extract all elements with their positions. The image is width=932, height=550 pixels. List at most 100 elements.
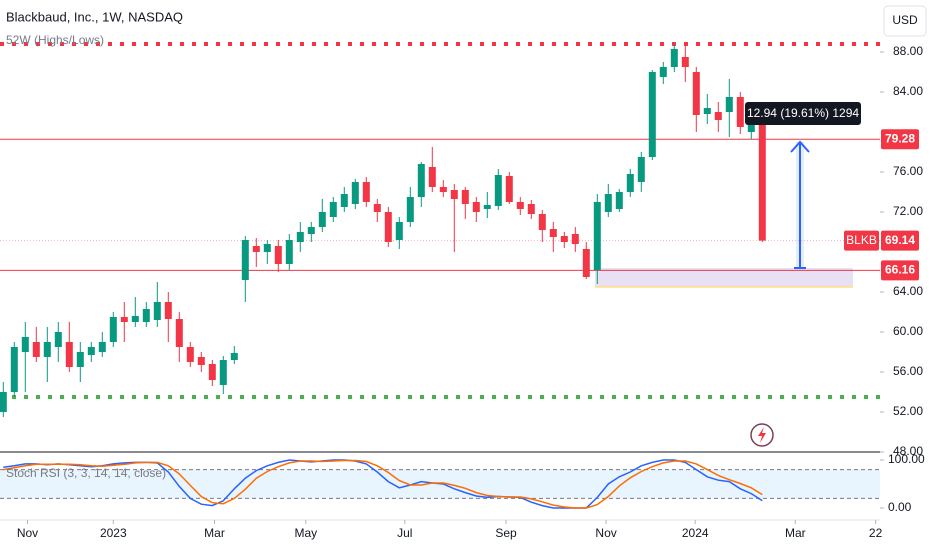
candle-body xyxy=(483,205,491,209)
candle-body xyxy=(10,347,18,392)
candle-body xyxy=(626,174,634,192)
x-tick-label: Mar xyxy=(204,526,225,540)
candle-body xyxy=(384,212,392,242)
candle-body xyxy=(417,164,425,197)
candle-body xyxy=(648,72,656,157)
candle-body xyxy=(43,342,51,357)
x-tick-label: Mar xyxy=(785,526,806,540)
currency-label: USD xyxy=(892,13,918,27)
y2-tick-label: 100.00 xyxy=(888,452,925,466)
candle-body xyxy=(186,347,194,362)
candle-body xyxy=(395,222,403,240)
candle-body xyxy=(285,240,293,264)
indicator-label: Stoch RSI (3, 3, 14, 14, close) xyxy=(6,466,166,480)
candle-body xyxy=(252,246,260,252)
candle-body xyxy=(340,194,348,207)
candle-body xyxy=(582,249,590,277)
candle-body xyxy=(450,190,458,199)
candle-body xyxy=(175,319,183,347)
candle-body xyxy=(307,227,315,234)
candle-body xyxy=(439,187,447,192)
candle-body xyxy=(670,49,678,67)
candle-body xyxy=(593,202,601,270)
candle-body xyxy=(54,332,62,347)
candle-body xyxy=(87,347,95,355)
y-tick-label: 60.00 xyxy=(893,324,923,338)
candle-body xyxy=(472,202,480,212)
x-tick-label: 22 xyxy=(869,526,883,540)
candle-body xyxy=(109,317,117,342)
candle-body xyxy=(571,234,579,244)
event-icon-bolt xyxy=(758,427,766,443)
candle-body xyxy=(32,342,40,357)
candle-body xyxy=(725,97,733,112)
candle-body xyxy=(230,353,238,360)
candle-body xyxy=(0,392,7,412)
candle-body xyxy=(494,175,502,206)
y-tick-label: 48.00 xyxy=(893,444,923,458)
candle-body xyxy=(164,302,172,319)
candle-body xyxy=(538,214,546,230)
x-tick-label: Jul xyxy=(397,526,412,540)
candle-body xyxy=(681,57,689,67)
candle-body xyxy=(21,337,29,352)
measure-box xyxy=(595,268,853,287)
level-label-box xyxy=(881,260,919,281)
x-tick-label: Nov xyxy=(17,526,38,540)
candle-body xyxy=(98,342,106,352)
candle-body xyxy=(219,360,227,385)
y-tick-label: 88.00 xyxy=(893,44,923,58)
high-low-label: 52W (Highs/Lows) xyxy=(6,33,104,47)
candle-body xyxy=(604,194,612,212)
main-layer: 48.00 52.00 56.00 60.00 64.00 72.00 76.00 84.00… xyxy=(0,44,925,540)
candle-body xyxy=(362,182,370,202)
symbol-label: BLKB xyxy=(846,233,877,247)
x-tick-label: 2023 xyxy=(100,526,127,540)
candle-body xyxy=(296,232,304,242)
x-tick-label: May xyxy=(294,526,317,540)
candle-body xyxy=(714,112,722,120)
candle-body xyxy=(153,302,161,320)
measure-arrow-head xyxy=(790,140,810,153)
y-tick-label: 56.00 xyxy=(893,364,923,378)
candle-body xyxy=(461,190,469,204)
front-layer: 12.94 (19.61%) 1294 Blackbaud, Inc., 1W,… xyxy=(6,5,927,480)
candle-body xyxy=(373,204,381,212)
candle-body xyxy=(703,108,711,114)
y-tick-label: 84.00 xyxy=(893,84,923,98)
level-label-box xyxy=(881,129,919,150)
x-tick-label: Sep xyxy=(495,526,517,540)
candle-body xyxy=(351,182,359,204)
currency-button[interactable] xyxy=(883,5,927,37)
candle-body xyxy=(131,316,139,322)
measure-tooltip xyxy=(745,102,861,125)
candle-body xyxy=(142,309,150,322)
candle-body xyxy=(263,244,271,252)
candle-body xyxy=(65,342,73,367)
candle-body xyxy=(692,72,700,115)
candle-body xyxy=(758,118,766,241)
level-label: 79.28 xyxy=(885,131,915,145)
y-tick-label: 64.00 xyxy=(893,284,923,298)
last-price-box xyxy=(881,230,919,251)
candle-body xyxy=(208,364,216,380)
last-price-label: 69.14 xyxy=(885,233,915,247)
candle-body xyxy=(516,202,524,209)
candle-body xyxy=(549,229,557,237)
y-tick-label: 72.00 xyxy=(893,204,923,218)
candle-body xyxy=(120,317,128,322)
candle-body xyxy=(406,197,414,222)
candle-body xyxy=(428,167,436,187)
candle-body xyxy=(197,357,205,365)
chart-title: Blackbaud, Inc., 1W, NASDAQ xyxy=(6,9,183,24)
level-label: 66.16 xyxy=(885,263,915,277)
candle-body xyxy=(560,236,568,242)
candle-body xyxy=(76,352,84,367)
candle-body xyxy=(527,204,535,214)
indicator-line xyxy=(3,459,763,509)
candle-body xyxy=(736,97,744,127)
candle-body xyxy=(505,176,513,202)
symbol-box xyxy=(844,230,879,251)
